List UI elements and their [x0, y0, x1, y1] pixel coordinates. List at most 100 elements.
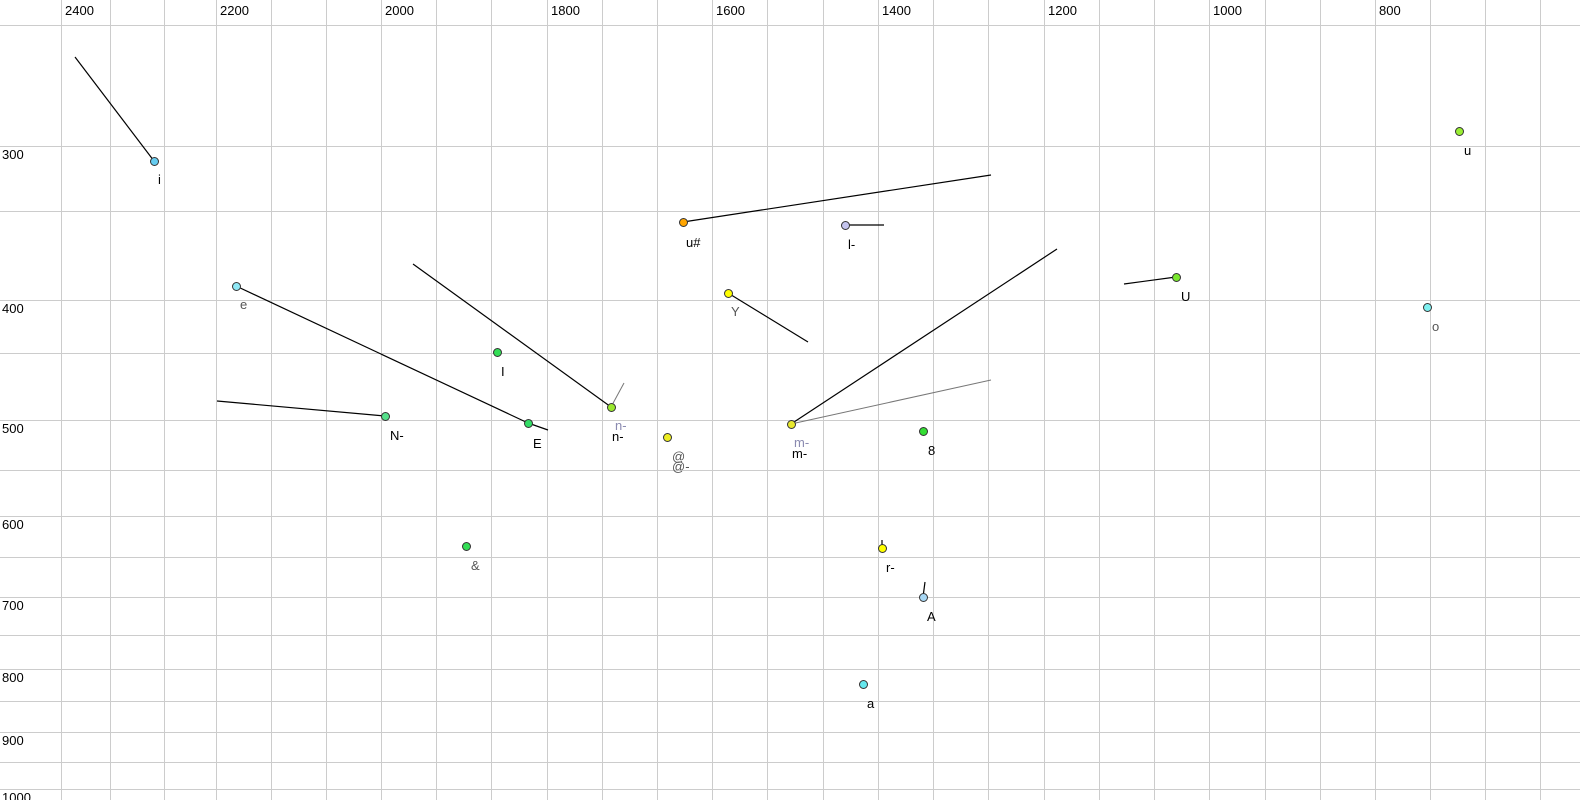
x-tick-label: 1800 [551, 3, 580, 18]
seg-m-2 [790, 379, 992, 425]
seg-N [216, 400, 386, 417]
y-tick-label: 600 [2, 517, 24, 532]
data-point-marker[interactable] [723, 288, 733, 298]
data-point-label: m- [792, 446, 808, 461]
gridline-horizontal [0, 300, 1580, 301]
seg-m-1 [790, 248, 1058, 425]
gridline-horizontal [0, 635, 1580, 636]
gridline-horizontal [0, 353, 1580, 354]
gridline-vertical [712, 0, 713, 800]
data-point-label: e [240, 297, 248, 312]
x-tick-label: 1600 [716, 3, 745, 18]
data-point-label: N- [390, 428, 404, 443]
gridline-vertical [878, 0, 879, 800]
data-point-label: A [927, 609, 936, 624]
y-tick-label: 700 [2, 598, 24, 613]
gridline-vertical [436, 0, 437, 800]
gridline-vertical [271, 0, 272, 800]
gridline-vertical [1209, 0, 1210, 800]
gridline-vertical [61, 0, 62, 800]
gridline-horizontal [0, 470, 1580, 471]
gridline-horizontal [0, 762, 1580, 763]
data-point-label: n- [615, 418, 627, 433]
data-point-label: a [867, 696, 875, 711]
data-point-marker[interactable] [918, 426, 928, 436]
gridline-vertical [823, 0, 824, 800]
gridline-vertical [767, 0, 768, 800]
data-point-label: m- [794, 435, 810, 450]
data-point-marker[interactable] [149, 156, 159, 166]
data-point-marker[interactable] [918, 592, 928, 602]
data-point-marker[interactable] [662, 432, 672, 442]
gridline-horizontal [0, 211, 1580, 212]
data-point-label: @ [672, 449, 686, 464]
gridline-vertical [547, 0, 548, 800]
data-point-marker[interactable] [231, 281, 241, 291]
gridline-horizontal [0, 669, 1580, 670]
gridline-vertical [1485, 0, 1486, 800]
data-point-label: n- [612, 429, 624, 444]
data-point-marker[interactable] [492, 347, 502, 357]
data-point-marker[interactable] [858, 679, 868, 689]
data-point-marker[interactable] [606, 402, 616, 412]
data-point-label: E [533, 436, 542, 451]
gridline-horizontal [0, 146, 1580, 147]
gridline-horizontal [0, 701, 1580, 702]
gridline-vertical [1044, 0, 1045, 800]
data-point-label: o [1432, 319, 1440, 334]
data-point-label: U [1181, 289, 1191, 304]
y-tick-label: 300 [2, 147, 24, 162]
gridline-vertical [1154, 0, 1155, 800]
data-point-marker[interactable] [1171, 272, 1181, 282]
gridline-horizontal [0, 557, 1580, 558]
data-point-label: Y [731, 304, 740, 319]
data-point-marker[interactable] [523, 418, 533, 428]
y-tick-label: 800 [2, 670, 24, 685]
gridline-vertical [110, 0, 111, 800]
data-point-marker[interactable] [877, 543, 887, 553]
x-tick-label: 2400 [65, 3, 94, 18]
data-point-marker[interactable] [840, 220, 850, 230]
gridline-vertical [1540, 0, 1541, 800]
gridline-vertical [216, 0, 217, 800]
data-point-marker[interactable] [678, 217, 688, 227]
y-tick-label: 500 [2, 421, 24, 436]
gridline-vertical [381, 0, 382, 800]
gridline-vertical [1430, 0, 1431, 800]
data-point-label: & [471, 558, 480, 573]
data-point-marker[interactable] [380, 411, 390, 421]
y-tick-label: 400 [2, 301, 24, 316]
gridline-vertical [491, 0, 492, 800]
gridline-horizontal [0, 732, 1580, 733]
data-point-marker[interactable] [461, 541, 471, 551]
data-point-label: I [501, 364, 505, 379]
data-point-marker[interactable] [1422, 302, 1432, 312]
gridline-vertical [1099, 0, 1100, 800]
x-tick-label: 1000 [1213, 3, 1242, 18]
data-point-label: i [158, 172, 161, 187]
x-tick-label: 1400 [882, 3, 911, 18]
gridline-vertical [1265, 0, 1266, 800]
gridline-vertical [164, 0, 165, 800]
y-tick-label: 1000 [2, 790, 31, 800]
gridline-horizontal [0, 597, 1580, 598]
data-point-label: 8 [928, 443, 936, 458]
data-point-label: @- [672, 459, 690, 474]
data-point-marker[interactable] [1454, 126, 1464, 136]
data-point-label: l- [848, 237, 856, 252]
gridline-vertical [1320, 0, 1321, 800]
gridline-horizontal [0, 789, 1580, 790]
seg-U [1123, 276, 1177, 285]
gridline-vertical [326, 0, 327, 800]
gridline-vertical [657, 0, 658, 800]
x-tick-label: 2000 [385, 3, 414, 18]
seg-e [235, 285, 529, 424]
x-tick-label: 2200 [220, 3, 249, 18]
data-point-label: r- [886, 560, 895, 575]
data-point-label: u# [686, 235, 701, 250]
gridline-vertical [602, 0, 603, 800]
data-point-label: u [1464, 143, 1472, 158]
data-point-marker[interactable] [786, 419, 796, 429]
